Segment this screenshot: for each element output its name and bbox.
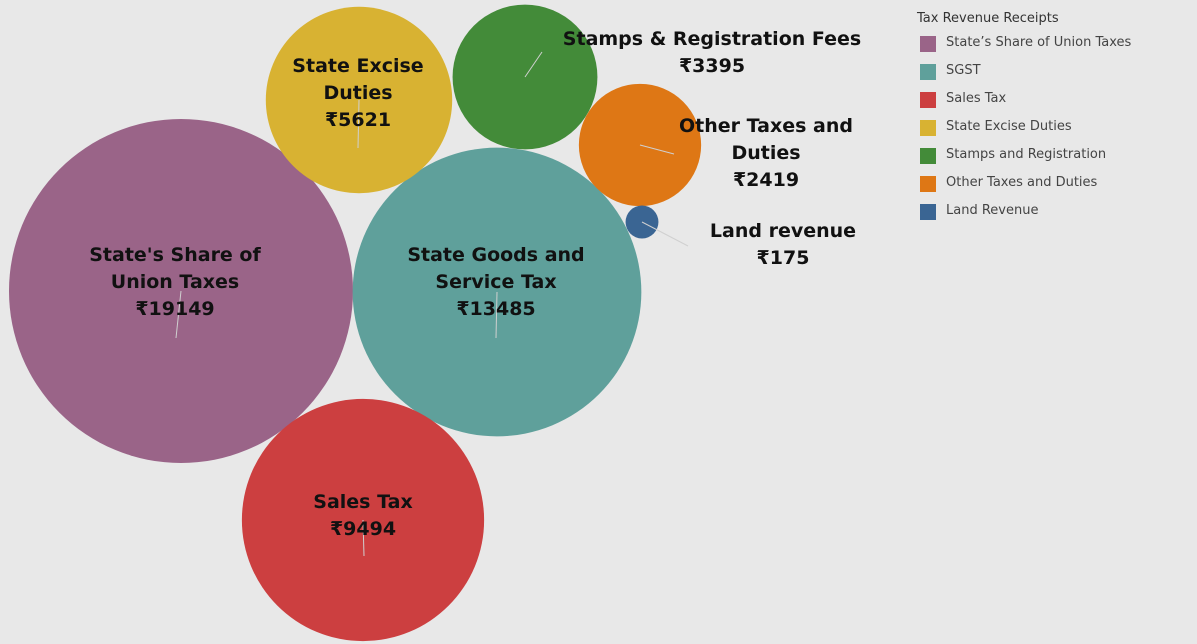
leader-line — [175, 290, 182, 339]
legend-label: SGST — [946, 63, 981, 78]
category-label: State Excise Duties — [292, 55, 424, 104]
value-label: ₹3395 — [678, 55, 746, 77]
leader-line — [641, 221, 689, 247]
legend-swatch — [920, 120, 936, 136]
legend-label: Stamps and Registration — [946, 147, 1107, 162]
legend-label: Sales Tax — [946, 91, 1007, 106]
legend-swatch — [920, 204, 936, 220]
category-label: Land revenue — [709, 220, 857, 242]
bubble-label: Stamps & Registration Fees ₹3395 — [542, 26, 882, 80]
value-label: ₹5621 — [324, 109, 392, 131]
bubble-label: Land revenue ₹175 — [683, 218, 883, 272]
value-label: ₹19149 — [135, 298, 215, 320]
legend-swatch — [920, 64, 936, 80]
bubble-label: State Excise Duties ₹5621 — [278, 53, 438, 134]
bubble-label: State Goods and Service Tax ₹13485 — [386, 242, 606, 323]
category-label: Sales Tax — [313, 491, 413, 513]
value-label: ₹13485 — [456, 298, 536, 320]
legend-label: State Excise Duties — [946, 119, 1072, 134]
leader-line — [362, 519, 365, 557]
legend-label: Other Taxes and Duties — [946, 175, 1098, 190]
category-label: Stamps & Registration Fees — [562, 28, 862, 50]
leader-line — [357, 99, 360, 149]
category-label: Other Taxes and Duties — [679, 115, 853, 164]
legend-swatch — [920, 36, 936, 52]
bubble-label: Sales Tax ₹9494 — [263, 489, 463, 543]
legend-swatch — [920, 92, 936, 108]
value-label: ₹9494 — [329, 518, 397, 540]
legend-title: Tax Revenue Receipts — [917, 11, 1059, 26]
legend-swatch — [920, 148, 936, 164]
bubble-label: Other Taxes and Duties ₹2419 — [666, 113, 866, 194]
legend-label: Land Revenue — [946, 203, 1039, 218]
value-label: ₹2419 — [732, 169, 800, 191]
category-label: State's Share of Union Taxes — [89, 244, 261, 293]
value-label: ₹175 — [756, 247, 810, 269]
bubble-label: State's Share of Union Taxes ₹19149 — [65, 242, 285, 323]
leader-line — [495, 291, 498, 339]
legend-swatch — [920, 176, 936, 192]
legend-label: State’s Share of Union Taxes — [946, 35, 1132, 50]
category-label: State Goods and Service Tax — [407, 244, 585, 293]
leader-line — [524, 51, 543, 78]
leader-line — [639, 144, 675, 155]
